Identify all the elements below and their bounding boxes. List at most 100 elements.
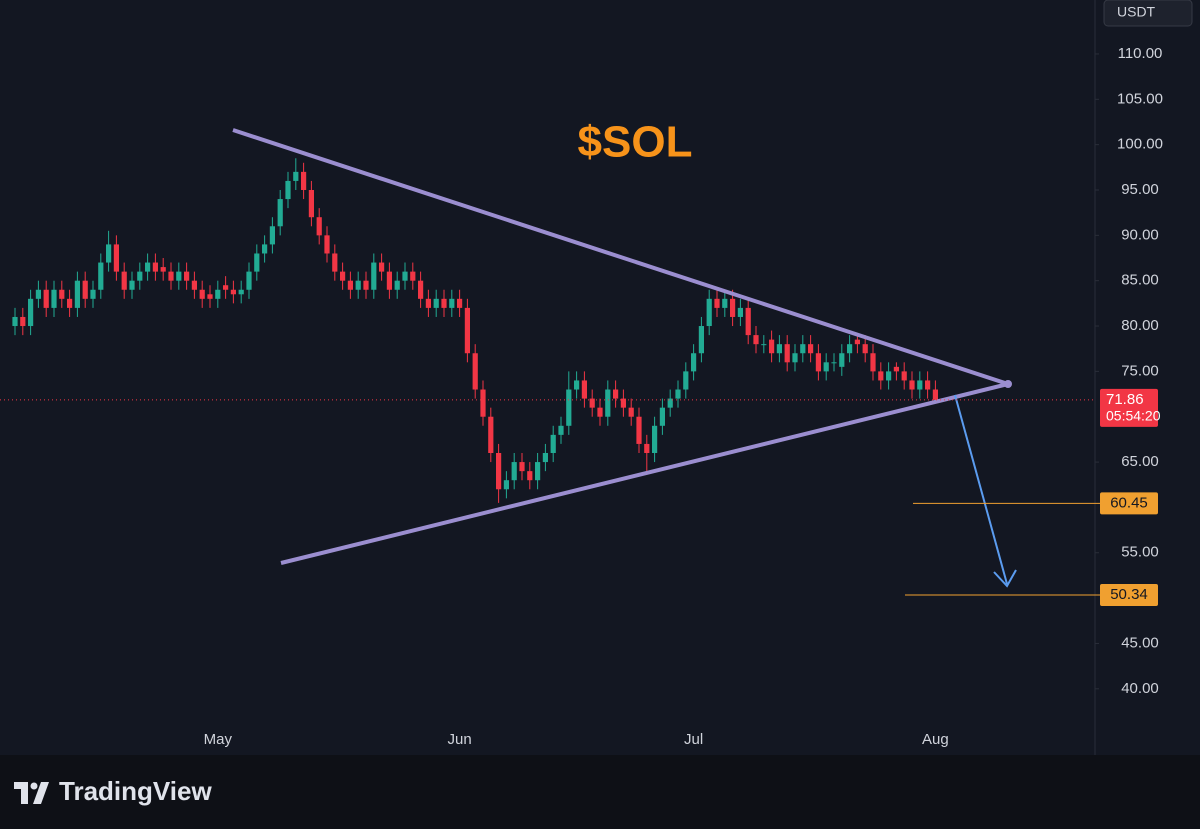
candle-body [230, 289, 236, 295]
logo-dot [30, 782, 38, 790]
candle-body [184, 271, 190, 281]
candle-body [441, 298, 447, 308]
candle-body [394, 280, 400, 290]
trendline-lower [280, 382, 1009, 565]
y-tick-label: 40.00 [1121, 680, 1159, 697]
candle-body [316, 217, 322, 236]
candle-body [371, 262, 377, 290]
candle-body [932, 389, 938, 400]
candle-body [191, 280, 197, 290]
y-tick-label: 85.00 [1121, 272, 1159, 289]
candle-body [152, 262, 158, 272]
candle-body [43, 289, 49, 308]
candle-body [652, 425, 658, 453]
level-label: 60.45 [1110, 494, 1148, 511]
trendline-upper [232, 128, 1009, 386]
candle-body [800, 344, 806, 354]
arrow [954, 394, 1008, 585]
candle-body [886, 371, 892, 381]
candle-body [675, 389, 681, 399]
candle-body [425, 298, 431, 308]
candle-body [753, 335, 759, 345]
candle-body [433, 298, 439, 308]
price-axis [1095, 0, 1200, 755]
candle-body [113, 244, 119, 272]
candle-body [776, 344, 782, 354]
y-tick-label: 100.00 [1117, 136, 1163, 153]
candle-body [293, 171, 299, 181]
candle-body [472, 353, 478, 390]
candle-body [854, 339, 860, 345]
candle-body [870, 353, 876, 372]
candle-body [901, 371, 907, 381]
candle-body [199, 289, 205, 299]
logo-icon [14, 782, 49, 804]
x-tick-label: Aug [922, 731, 949, 748]
candle-body [28, 298, 34, 327]
y-tick-label: 80.00 [1121, 317, 1159, 334]
candle-body [106, 244, 112, 263]
candle-body [917, 380, 923, 390]
candle-body [761, 344, 767, 346]
candle-body [277, 199, 283, 227]
candle-body [925, 380, 931, 390]
candle-body [238, 289, 244, 295]
candle-body [722, 298, 728, 308]
candle-body [480, 389, 486, 417]
level-box [1100, 492, 1158, 515]
chart-title: $SOL [578, 118, 693, 167]
candle-body [145, 262, 151, 272]
last-price-label: 71.86 [1106, 391, 1144, 408]
arrow-head [993, 569, 1017, 588]
candle-body [137, 271, 143, 281]
candle-body [379, 262, 385, 272]
candle-body [246, 271, 252, 290]
candle-body [262, 244, 268, 254]
candle-body [605, 389, 611, 417]
candle-body [862, 344, 868, 354]
candle-body [223, 285, 229, 290]
candle-body [74, 280, 80, 308]
footer [0, 755, 1200, 829]
candle-body [628, 407, 634, 417]
candle-body [35, 289, 41, 299]
y-tick-label: 95.00 [1121, 181, 1159, 198]
candle-body [527, 471, 533, 481]
candle-body [847, 344, 853, 354]
candle-body [215, 289, 221, 299]
x-tick-label: Jun [448, 731, 472, 748]
x-tick-label: Jul [684, 731, 703, 748]
candle-body [254, 253, 260, 272]
countdown: 05:54:20 [1106, 408, 1161, 424]
candle-body [550, 434, 556, 453]
candle-body [683, 371, 689, 390]
candle-body [67, 298, 73, 308]
candle-body [464, 307, 470, 354]
currency-box [1103, 0, 1193, 27]
currency: USDT [1117, 4, 1156, 20]
apex [1004, 380, 1012, 388]
candle-body [12, 316, 18, 327]
candle-body [815, 353, 821, 372]
x-tick-label: May [204, 731, 233, 748]
candle-body [893, 366, 899, 372]
candle-body [535, 462, 541, 481]
candle-body [496, 453, 502, 490]
candle-body [90, 289, 96, 299]
candle-body [566, 389, 572, 426]
candle-body [340, 271, 346, 281]
last-price-box [1100, 388, 1158, 427]
candle-body [488, 416, 494, 453]
candle-body [269, 226, 275, 245]
y-tick-label: 105.00 [1117, 90, 1163, 107]
candle-body [511, 462, 517, 481]
level-label: 50.34 [1110, 586, 1148, 603]
brand: TradingView [59, 776, 212, 806]
candle-body [457, 298, 463, 308]
candle-body [792, 353, 798, 363]
y-tick-label: 90.00 [1121, 226, 1159, 243]
candle-body [808, 344, 814, 354]
candle-body [418, 280, 424, 299]
candle-body [706, 298, 712, 327]
candle-body [745, 307, 751, 336]
